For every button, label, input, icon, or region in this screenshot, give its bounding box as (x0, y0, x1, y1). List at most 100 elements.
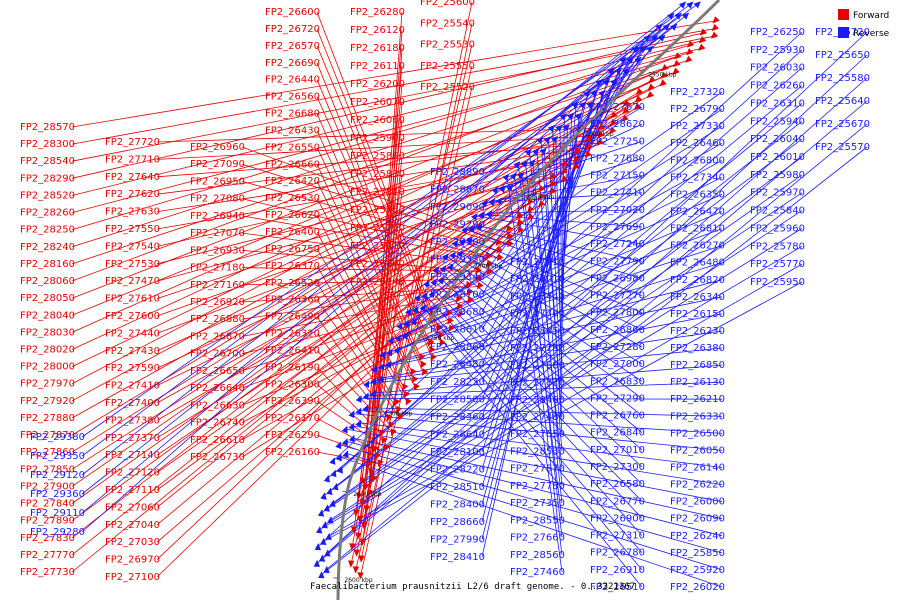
reverse-gene-label: FP2_29360 (30, 489, 85, 500)
feature-arrow (562, 124, 570, 132)
feature-arrow (685, 55, 693, 63)
leader-line (360, 23, 473, 560)
feature-arrow (349, 543, 356, 551)
feature-arrow (366, 460, 373, 469)
reverse-gene-label: FP2_27650 (510, 429, 565, 440)
feature-arrow (712, 16, 720, 24)
forward-gene-label: FP2_26300 (265, 379, 320, 390)
forward-gene-label: FP2_27070 (190, 228, 245, 239)
feature-arrow (539, 147, 547, 155)
feature-arrow (356, 492, 363, 501)
feature-arrow (379, 429, 386, 437)
feature-arrow (362, 404, 369, 413)
feature-arrow (648, 75, 656, 83)
feature-arrow (571, 101, 579, 109)
feature-arrow (378, 363, 385, 371)
leader-line (316, 367, 382, 435)
leader-line (514, 175, 563, 555)
feature-arrow (622, 107, 630, 115)
forward-gene-label: FP2_28040 (20, 310, 75, 321)
forward-gene-label: FP2_25810 (350, 187, 405, 198)
feature-arrow (524, 148, 532, 157)
feature-arrow (478, 211, 485, 220)
reverse-gene-label: FP2_26010 (750, 152, 805, 163)
forward-gene-label: FP2_27720 (105, 137, 160, 148)
feature-arrow (353, 509, 360, 517)
feature-arrow (419, 304, 426, 312)
feature-arrow (403, 390, 410, 399)
kbp-tick-label: 2950 kbp (648, 72, 676, 79)
feature-arrow (326, 487, 333, 495)
feature-arrow (458, 238, 466, 246)
forward-gene-label: FP2_27600 (105, 311, 160, 322)
leader-line (156, 230, 520, 543)
leader-line (495, 140, 643, 190)
reverse-gene-label: FP2_26980 (590, 273, 645, 284)
feature-arrow (436, 323, 444, 332)
forward-gene-label: FP2_26560 (265, 92, 320, 103)
leader-line (156, 135, 600, 160)
reverse-gene-label: FP2_26860 (590, 325, 645, 336)
leader-line (316, 434, 377, 457)
feature-arrow (626, 56, 635, 64)
forward-gene-label: FP2_26730 (190, 452, 245, 463)
reverse-gene-label: FP2_28640 (430, 430, 485, 441)
feature-arrow (561, 159, 569, 168)
leader-line (350, 44, 473, 565)
leader-line (156, 223, 520, 526)
leader-line (71, 56, 677, 282)
feature-arrow (655, 23, 663, 31)
forward-gene-label: FP2_27540 (105, 241, 160, 252)
feature-arrow (623, 99, 631, 107)
leader-line (425, 295, 643, 536)
leader-line (358, 119, 403, 497)
feature-arrow (650, 34, 659, 42)
feature-arrow (430, 353, 437, 362)
reverse-gene-label: FP2_27480 (510, 412, 565, 423)
reverse-gene-label: FP2_28410 (430, 552, 485, 563)
feature-arrow (674, 52, 682, 60)
forward-gene-label: FP2_27710 (105, 154, 160, 165)
feature-arrow (528, 159, 536, 167)
reverse-gene-label: FP2_28560 (510, 550, 565, 561)
feature-arrow (359, 499, 367, 507)
reverse-gene-label: FP2_28610 (430, 325, 485, 336)
leader-line (432, 293, 643, 519)
feature-arrow (476, 274, 483, 282)
feature-arrow (547, 124, 555, 133)
forward-gene-label: FP2_27040 (105, 520, 160, 531)
feature-arrow (323, 504, 330, 512)
feature-arrow (393, 346, 400, 354)
forward-gene-label: FP2_26960 (190, 142, 245, 153)
feature-arrow (486, 260, 493, 268)
forward-gene-label: FP2_27160 (190, 280, 245, 291)
forward-gene-label: FP2_26970 (105, 555, 160, 566)
feature-arrow (419, 353, 426, 361)
feature-arrow (509, 172, 517, 181)
leader-line (555, 138, 563, 383)
feature-arrow (427, 338, 435, 347)
leader-line (475, 215, 643, 245)
leader-line (316, 62, 430, 344)
reverse-gene-label: FP2_25850 (670, 548, 725, 559)
feature-arrow (421, 292, 428, 300)
kbp-tick-labels: 2600 kbp 2650 kbp 2700 kbp 2750 kbp 2800 kbp… (333, 68, 677, 584)
forward-gene-label: FP2_27400 (105, 398, 160, 409)
leader-line (361, 65, 403, 482)
leader-line (352, 425, 723, 485)
forward-gene-label: FP2_26640 (190, 383, 245, 394)
forward-gene-label: FP2_28260 (20, 208, 75, 219)
leader-line (418, 296, 643, 553)
feature-arrow (320, 537, 327, 545)
reverse-gene-label: FP2_26260 (750, 81, 805, 92)
feature-arrow (323, 565, 330, 573)
leader-line (510, 106, 643, 188)
forward-gene-label: FP2_26410 (265, 346, 320, 357)
forward-gene-label: FP2_26160 (265, 447, 320, 458)
reverse-gene-label: FP2_29330 (430, 255, 485, 266)
reverse-gene-label: FP2_27350 (510, 498, 565, 509)
kbp-tick (373, 408, 379, 412)
feature-arrow (335, 441, 342, 450)
reverse-gene-label: FP2_27670 (590, 102, 645, 113)
reverse-gene-label: FP2_26820 (670, 275, 725, 286)
